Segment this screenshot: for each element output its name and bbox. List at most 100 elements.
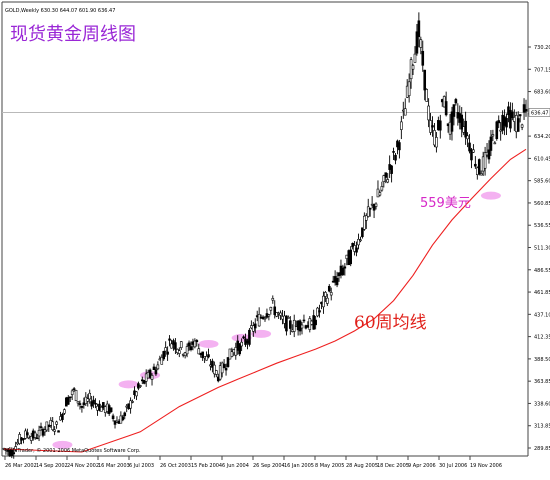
candle-body (522, 104, 526, 113)
y-tick-label: 437.10 (534, 312, 550, 318)
x-tick-label: 9 Apr 2006 (408, 463, 436, 469)
candle-body (314, 319, 317, 326)
candle-body (131, 401, 134, 403)
candle-body (94, 402, 97, 405)
candle-body (300, 324, 304, 329)
candle-body (263, 317, 267, 320)
candle-body (90, 401, 93, 407)
support-ellipse (52, 440, 73, 449)
candle-body (201, 351, 204, 359)
candle-body (363, 215, 366, 230)
candle-body (39, 426, 43, 428)
chart-title: 现货黄金周线图 (10, 24, 136, 45)
candle-body (390, 165, 393, 174)
x-tick-label: 6 Jul 2003 (129, 463, 154, 469)
y-tick-label: 289.85 (534, 446, 550, 452)
candle-body (226, 357, 230, 367)
candle-body (166, 351, 169, 355)
support-ellipse (480, 191, 501, 200)
candle-body (403, 108, 407, 116)
candle-body (66, 397, 70, 405)
candle-body (240, 341, 243, 347)
y-tick-label: 461.85 (534, 290, 550, 296)
candle-body (322, 295, 325, 308)
candle-body (341, 267, 345, 275)
candle-body (285, 315, 288, 332)
chart-info: GOLD,Weekly 630.30 644.07 601.90 636.47 (5, 8, 115, 14)
candle-body (234, 347, 238, 356)
candle-body (474, 163, 477, 167)
y-tick-label: 707.15 (534, 67, 550, 73)
candle-body (154, 369, 158, 375)
candle-body (211, 360, 214, 368)
candle-body (454, 99, 458, 104)
candle-body (129, 400, 132, 409)
candle-body (505, 118, 508, 128)
support-ellipse (251, 329, 272, 338)
candle-body (464, 120, 467, 138)
candle-body (174, 342, 177, 350)
candle-body (177, 350, 181, 354)
candle-body (150, 375, 154, 380)
y-tick-label: 585.60 (534, 179, 550, 185)
candle-body (366, 206, 370, 217)
candle-body (477, 159, 481, 175)
candle-body (53, 429, 56, 432)
candle-body (22, 438, 25, 440)
candle-body (63, 409, 66, 414)
candle-body (222, 364, 226, 368)
candle-body (351, 242, 354, 248)
candle-body (364, 215, 368, 221)
candle-body (253, 323, 257, 329)
candle-body (61, 413, 64, 420)
candle-body (51, 421, 54, 431)
candle-body (511, 111, 514, 118)
candle-body (329, 292, 333, 296)
candle-body (273, 306, 277, 315)
candle-body (497, 120, 501, 124)
candle-body (407, 81, 411, 96)
x-tick-label: 26 Sep 2004 (253, 463, 285, 469)
candle-body (398, 142, 401, 151)
y-tick-label: 412.35 (534, 335, 550, 341)
candle-body (452, 104, 456, 117)
y-tick-label: 560.85 (534, 201, 550, 207)
candle-body (509, 109, 512, 129)
candle-body (431, 125, 434, 128)
candle-body (361, 227, 364, 238)
candle-body (415, 31, 419, 54)
candle-body (349, 249, 353, 265)
candle-body (162, 351, 166, 360)
candle-body (450, 111, 454, 132)
candle-body (123, 412, 127, 417)
candle-body (302, 319, 306, 322)
candle-body (491, 134, 495, 137)
candle-body (185, 346, 189, 355)
ma-annotation: 60周均线 (354, 313, 427, 333)
candle-body (57, 430, 60, 433)
candle-body (55, 421, 58, 425)
y-tick-label: 313.85 (534, 424, 550, 430)
candle-body (109, 407, 113, 413)
candle-body (423, 69, 427, 91)
candle-body (384, 172, 388, 178)
y-tick-label: 610.45 (534, 156, 550, 162)
candle-body (148, 369, 152, 378)
candle-body (100, 406, 103, 412)
ma60-line (3, 148, 527, 453)
candle-body (224, 368, 228, 371)
x-tick-label: 6 Jun 2004 (222, 463, 249, 469)
candle-body (121, 416, 125, 421)
candle-body (267, 314, 271, 317)
candle-body (29, 436, 33, 441)
candle-body (78, 403, 82, 405)
candle-body (213, 364, 216, 375)
candle-body (287, 317, 290, 319)
candle-body (197, 348, 201, 355)
candle-body (14, 446, 17, 451)
x-tick-label: 24 Nov 2002 (67, 463, 99, 469)
candle-body (335, 278, 339, 286)
candle-body (187, 342, 191, 347)
candle-body (380, 186, 384, 191)
